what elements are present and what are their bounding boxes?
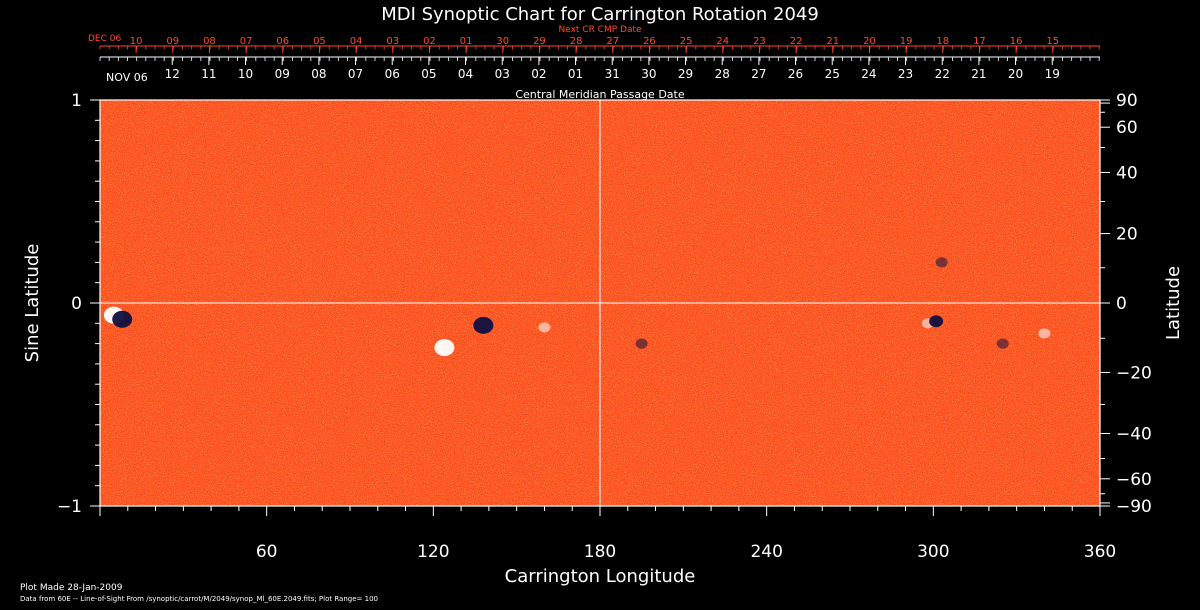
- next-date-day-25: 15: [1046, 36, 1059, 47]
- next-date-day-24: 16: [1010, 36, 1023, 47]
- next-date-day-11: 29: [533, 36, 546, 47]
- cmp-date-day-13: 30: [641, 67, 656, 81]
- magnetogram-map: [99, 99, 1101, 507]
- next-axis-month: DEC 06: [88, 34, 121, 44]
- cmp-date-day-16: 27: [751, 67, 766, 81]
- cmp-date-day-21: 22: [935, 67, 950, 81]
- next-date-day-20: 20: [863, 36, 876, 47]
- cmp-date-day-5: 07: [348, 67, 363, 81]
- next-date-day-0: 10: [130, 36, 143, 47]
- active-region-11: [935, 257, 948, 268]
- next-axis-label: Next CR CMP Date: [558, 25, 642, 35]
- y-axis-right-label: Latitude: [1163, 266, 1184, 340]
- y-right-tick-label-3: 20: [1116, 225, 1138, 245]
- cmp-date-day-6: 06: [385, 67, 400, 81]
- next-date-day-3: 07: [240, 36, 253, 47]
- active-region-9: [1038, 328, 1051, 339]
- next-date-day-6: 04: [350, 36, 363, 47]
- cmp-date-day-8: 04: [458, 67, 473, 81]
- active-region-8: [929, 315, 944, 328]
- next-date-day-17: 23: [753, 36, 766, 47]
- cmp-date-day-19: 24: [861, 67, 876, 81]
- cmp-date-day-15: 28: [715, 67, 730, 81]
- y-right-tick-label-1: 60: [1116, 118, 1138, 138]
- y-right-tick-label-5: −20: [1116, 363, 1152, 383]
- next-date-day-2: 08: [203, 36, 216, 47]
- active-region-6: [635, 338, 648, 349]
- cmp-date-day-12: 31: [605, 67, 620, 81]
- next-date-day-1: 09: [166, 36, 179, 47]
- y-right-tick-label-4: 0: [1116, 294, 1127, 314]
- cmp-date-day-14: 29: [678, 67, 693, 81]
- next-date-day-10: 30: [496, 36, 509, 47]
- next-date-day-16: 24: [716, 36, 729, 47]
- cmp-date-day-20: 23: [898, 67, 913, 81]
- cmp-date-day-4: 08: [311, 67, 326, 81]
- cmp-date-day-0: 12: [165, 67, 180, 81]
- active-region-3: [434, 339, 455, 357]
- active-region-10: [996, 338, 1009, 349]
- cmp-date-day-9: 03: [495, 67, 510, 81]
- next-date-day-13: 27: [606, 36, 619, 47]
- y-right-tick-label-6: −40: [1116, 424, 1152, 444]
- next-date-day-4: 06: [276, 36, 289, 47]
- active-region-5: [538, 322, 551, 333]
- cmp-date-day-11: 01: [568, 67, 583, 81]
- central-meridian-label: Central Meridian Passage Date: [515, 88, 684, 101]
- active-regions: [103, 257, 1051, 357]
- cmp-date-day-3: 09: [275, 67, 290, 81]
- x-axis-label: Carrington Longitude: [505, 566, 696, 587]
- y-left-tick-label-1: 0: [71, 294, 82, 314]
- x-tick-label-120: 120: [417, 542, 449, 562]
- cmp-date-day-24: 19: [1045, 67, 1060, 81]
- nov-axis-month: NOV 06: [106, 71, 148, 84]
- y-left-tick-label-0: 1: [71, 91, 82, 111]
- x-tick-label-60: 60: [256, 542, 278, 562]
- cmp-date-day-18: 25: [825, 67, 840, 81]
- y-right-tick-label-8: −90: [1116, 497, 1152, 517]
- next-date-day-14: 26: [643, 36, 656, 47]
- cmp-date-axis: 12 11 10 09 08 07 06 05 04 03 02 01 31 30 29 28 27 26 25 24…: [99, 57, 1100, 81]
- x-tick-label-240: 240: [750, 542, 782, 562]
- y-left-tick-label-2: −1: [57, 497, 82, 517]
- next-cr-cmp-axis: 10 09 08 07 06 05 04 03 02 01 30 29 28 27 26 25 24 23 22 21…: [99, 36, 1100, 53]
- y-right-tick-label-7: −60: [1116, 470, 1152, 490]
- y-axis-right: 90 60 40 20 0 −20 −40 −60 −90: [1100, 91, 1152, 517]
- cmp-date-day-22: 21: [971, 67, 986, 81]
- next-date-day-18: 22: [790, 36, 803, 47]
- chart-title: MDI Synoptic Chart for Carrington Rotati…: [381, 4, 819, 25]
- x-tick-label-300: 300: [917, 542, 949, 562]
- cmp-date-day-7: 05: [421, 67, 436, 81]
- next-date-day-9: 01: [460, 36, 473, 47]
- next-date-day-5: 05: [313, 36, 326, 47]
- cmp-date-day-23: 20: [1008, 67, 1023, 81]
- x-axis: 60 120 180 240 300 360: [99, 506, 1116, 562]
- data-source-text: Data from 60E -- Line-of-Sight From /syn…: [20, 595, 378, 603]
- active-region-2: [112, 310, 133, 328]
- y-right-tick-label-2: 40: [1116, 164, 1138, 184]
- next-date-day-19: 21: [826, 36, 839, 47]
- cmp-date-day-2: 10: [238, 67, 253, 81]
- y-right-tick-label-0: 90: [1116, 91, 1138, 111]
- plot-made-text: Plot Made 28-Jan-2009: [20, 583, 123, 593]
- next-date-day-22: 18: [936, 36, 949, 47]
- y-axis-left-label: Sine Latitude: [22, 244, 43, 363]
- next-date-day-8: 02: [423, 36, 436, 47]
- cmp-date-day-1: 11: [201, 67, 216, 81]
- cmp-date-day-10: 02: [531, 67, 546, 81]
- next-date-day-7: 03: [386, 36, 399, 47]
- x-tick-label-360: 360: [1084, 542, 1116, 562]
- next-date-day-15: 25: [680, 36, 693, 47]
- next-date-day-23: 17: [973, 36, 986, 47]
- next-date-day-21: 19: [900, 36, 913, 47]
- y-axis-left: 1 0 −1: [57, 91, 100, 517]
- cmp-date-day-17: 26: [788, 67, 803, 81]
- active-region-4: [473, 316, 494, 334]
- x-tick-label-180: 180: [584, 542, 616, 562]
- next-date-day-12: 28: [570, 36, 583, 47]
